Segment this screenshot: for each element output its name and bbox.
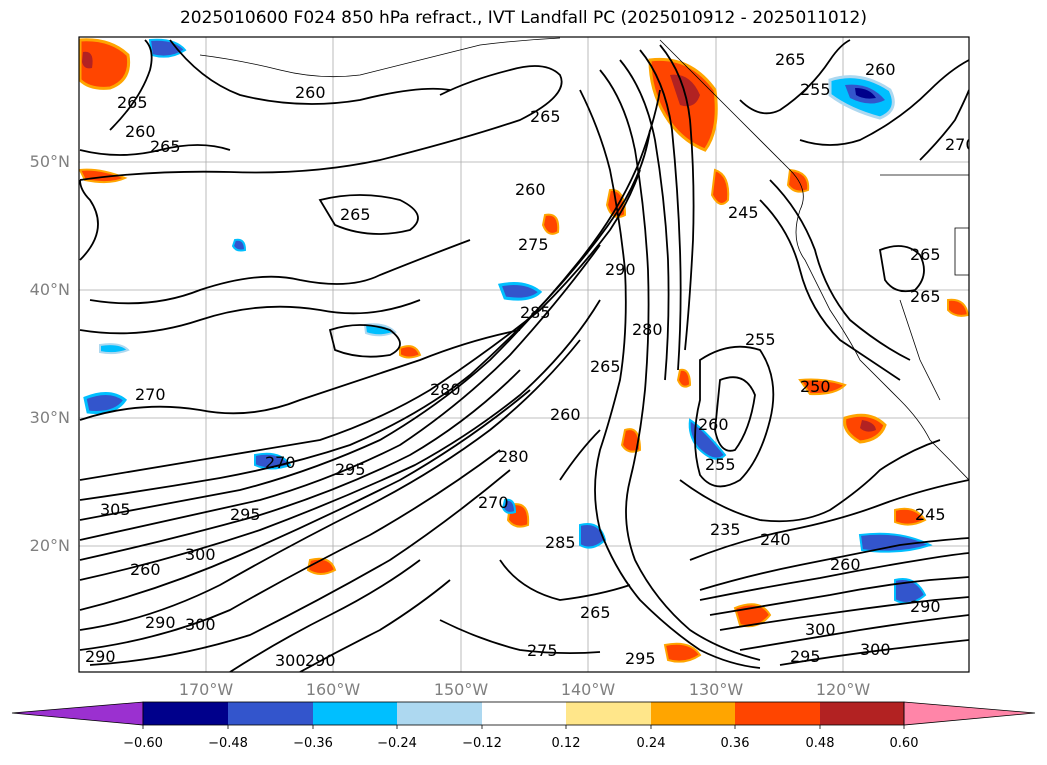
contour-label: 280 bbox=[632, 320, 663, 339]
colorbar-tick-label: 0.60 bbox=[889, 736, 919, 751]
colorbar bbox=[11, 701, 1036, 729]
contour-label: 260 bbox=[130, 560, 161, 579]
coastline bbox=[199, 37, 969, 481]
colorbar-tick-label: 0.36 bbox=[720, 736, 750, 751]
colorbar-tick-label: −0.36 bbox=[293, 736, 333, 751]
colorbar-segment bbox=[651, 702, 735, 725]
contour-label: 265 bbox=[590, 357, 621, 376]
contour-label: 300 bbox=[860, 640, 891, 659]
contour-label: 270 bbox=[265, 453, 296, 472]
lat-label: 40°N bbox=[29, 280, 70, 299]
plot-frame bbox=[78, 36, 970, 673]
lon-label: 160°W bbox=[305, 680, 361, 699]
contour-label: 280 bbox=[430, 380, 461, 399]
contour-label: 300 bbox=[185, 545, 216, 564]
colorbar-tick-label: −0.12 bbox=[462, 736, 502, 751]
plot-area bbox=[79, 37, 969, 672]
colorbar-tick-label: −0.24 bbox=[377, 736, 417, 751]
contour-label: 265 bbox=[117, 93, 148, 112]
contour-label: 300 bbox=[275, 651, 306, 670]
contour-label: 265 bbox=[530, 107, 561, 126]
contour-label: 260 bbox=[125, 122, 156, 141]
contour-label: 245 bbox=[728, 203, 759, 222]
lat-label: 20°N bbox=[29, 536, 70, 555]
colorbar-segment bbox=[228, 702, 313, 725]
contour-label: 260 bbox=[550, 405, 581, 424]
contour-label: 250 bbox=[800, 377, 831, 396]
contour-label: 290 bbox=[85, 647, 116, 666]
contour-label: 295 bbox=[335, 460, 366, 479]
colorbar-segment bbox=[143, 702, 228, 725]
contour-label: 255 bbox=[800, 80, 831, 99]
colorbar-segment bbox=[397, 702, 482, 725]
colorbar-extend-right bbox=[903, 701, 1036, 726]
contour-label: 295 bbox=[625, 649, 656, 668]
colorbar-tick-label: 0.48 bbox=[805, 736, 835, 751]
map-title: 2025010600 F024 850 hPa refract., IVT La… bbox=[179, 8, 867, 28]
contour-label: 245 bbox=[915, 505, 946, 524]
colorbar-tick-label: −0.48 bbox=[208, 736, 248, 751]
contour-label: 275 bbox=[527, 641, 558, 660]
lat-label: 50°N bbox=[29, 152, 70, 171]
contour-label: 265 bbox=[910, 287, 941, 306]
colorbar-tick-label: −0.60 bbox=[123, 736, 163, 751]
contour-label: 300 bbox=[185, 615, 216, 634]
contour-label: 290 bbox=[145, 613, 176, 632]
lon-label: 150°W bbox=[433, 680, 489, 699]
colorbar-tick-label: 0.24 bbox=[636, 736, 666, 751]
colorbar-segment bbox=[566, 702, 651, 725]
contour-label: 295 bbox=[790, 647, 821, 666]
contour-label: 290 bbox=[605, 260, 636, 279]
contour-label: 240 bbox=[760, 530, 791, 549]
colorbar-segment bbox=[313, 702, 397, 725]
refractivity-contours bbox=[79, 39, 969, 672]
contour-label: 260 bbox=[515, 180, 546, 199]
lon-label: 140°W bbox=[560, 680, 616, 699]
contour-label: 290 bbox=[910, 597, 941, 616]
contour-label: 300 bbox=[805, 620, 836, 639]
contour-label: 270 bbox=[945, 135, 976, 154]
contour-label: 290 bbox=[305, 651, 336, 670]
contour-label: 305 bbox=[100, 500, 131, 519]
contour-label: 255 bbox=[705, 455, 736, 474]
lon-label: 170°W bbox=[178, 680, 234, 699]
contour-label: 275 bbox=[518, 235, 549, 254]
contour-label: 285 bbox=[520, 303, 551, 322]
contour-label: 265 bbox=[340, 205, 371, 224]
colorbar-segment bbox=[735, 702, 820, 725]
contour-label: 270 bbox=[478, 493, 509, 512]
contour-label: 265 bbox=[580, 603, 611, 622]
contour-label: 260 bbox=[698, 415, 729, 434]
lon-label: 120°W bbox=[815, 680, 871, 699]
lon-label: 130°W bbox=[688, 680, 744, 699]
contour-label: 260 bbox=[830, 555, 861, 574]
contour-label: 265 bbox=[910, 245, 941, 264]
contour-labels: 265 260 265 260 265 260 255 270 265 260 … bbox=[85, 50, 976, 670]
anomaly-patches bbox=[79, 38, 969, 663]
colorbar-segment bbox=[820, 702, 904, 725]
colorbar-extend-left bbox=[11, 701, 144, 726]
colorbar-segment bbox=[482, 702, 566, 725]
contour-label: 265 bbox=[775, 50, 806, 69]
contour-label: 280 bbox=[498, 447, 529, 466]
lat-label: 30°N bbox=[29, 408, 70, 427]
contour-label: 260 bbox=[865, 60, 896, 79]
contour-label: 270 bbox=[135, 385, 166, 404]
contour-label: 235 bbox=[710, 520, 741, 539]
colorbar-tick-label: 0.12 bbox=[551, 736, 581, 751]
contour-label: 255 bbox=[745, 330, 776, 349]
contour-label: 260 bbox=[295, 83, 326, 102]
contour-label: 285 bbox=[545, 533, 576, 552]
contour-label: 295 bbox=[230, 505, 261, 524]
contour-label: 265 bbox=[150, 137, 181, 156]
